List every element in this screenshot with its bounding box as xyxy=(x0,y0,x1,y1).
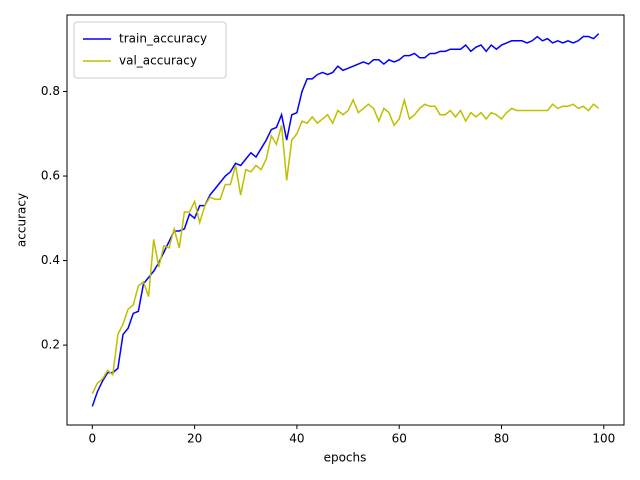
x-axis-label: epochs xyxy=(324,451,367,465)
legend: train_accuracy val_accuracy xyxy=(73,21,227,79)
y-tick-label: 0.8 xyxy=(41,84,60,98)
x-tick-label: 20 xyxy=(187,432,202,446)
y-axis-label: accuracy xyxy=(15,193,29,247)
x-tick-label: 100 xyxy=(592,432,615,446)
x-tick-label: 60 xyxy=(392,432,407,446)
axes-frame xyxy=(66,14,625,426)
x-tick-label: 40 xyxy=(289,432,304,446)
x-tick-label: 80 xyxy=(494,432,509,446)
legend-label: val_accuracy xyxy=(119,54,197,68)
legend-label: train_accuracy xyxy=(119,32,207,46)
legend-box xyxy=(73,21,227,79)
data-line xyxy=(91,97,600,395)
data-line xyxy=(91,33,600,407)
x-tick-label: 0 xyxy=(88,432,96,446)
y-tick-label: 0.6 xyxy=(41,169,60,183)
y-tick-label: 0.2 xyxy=(41,338,60,352)
y-tick-label: 0.4 xyxy=(41,253,60,267)
